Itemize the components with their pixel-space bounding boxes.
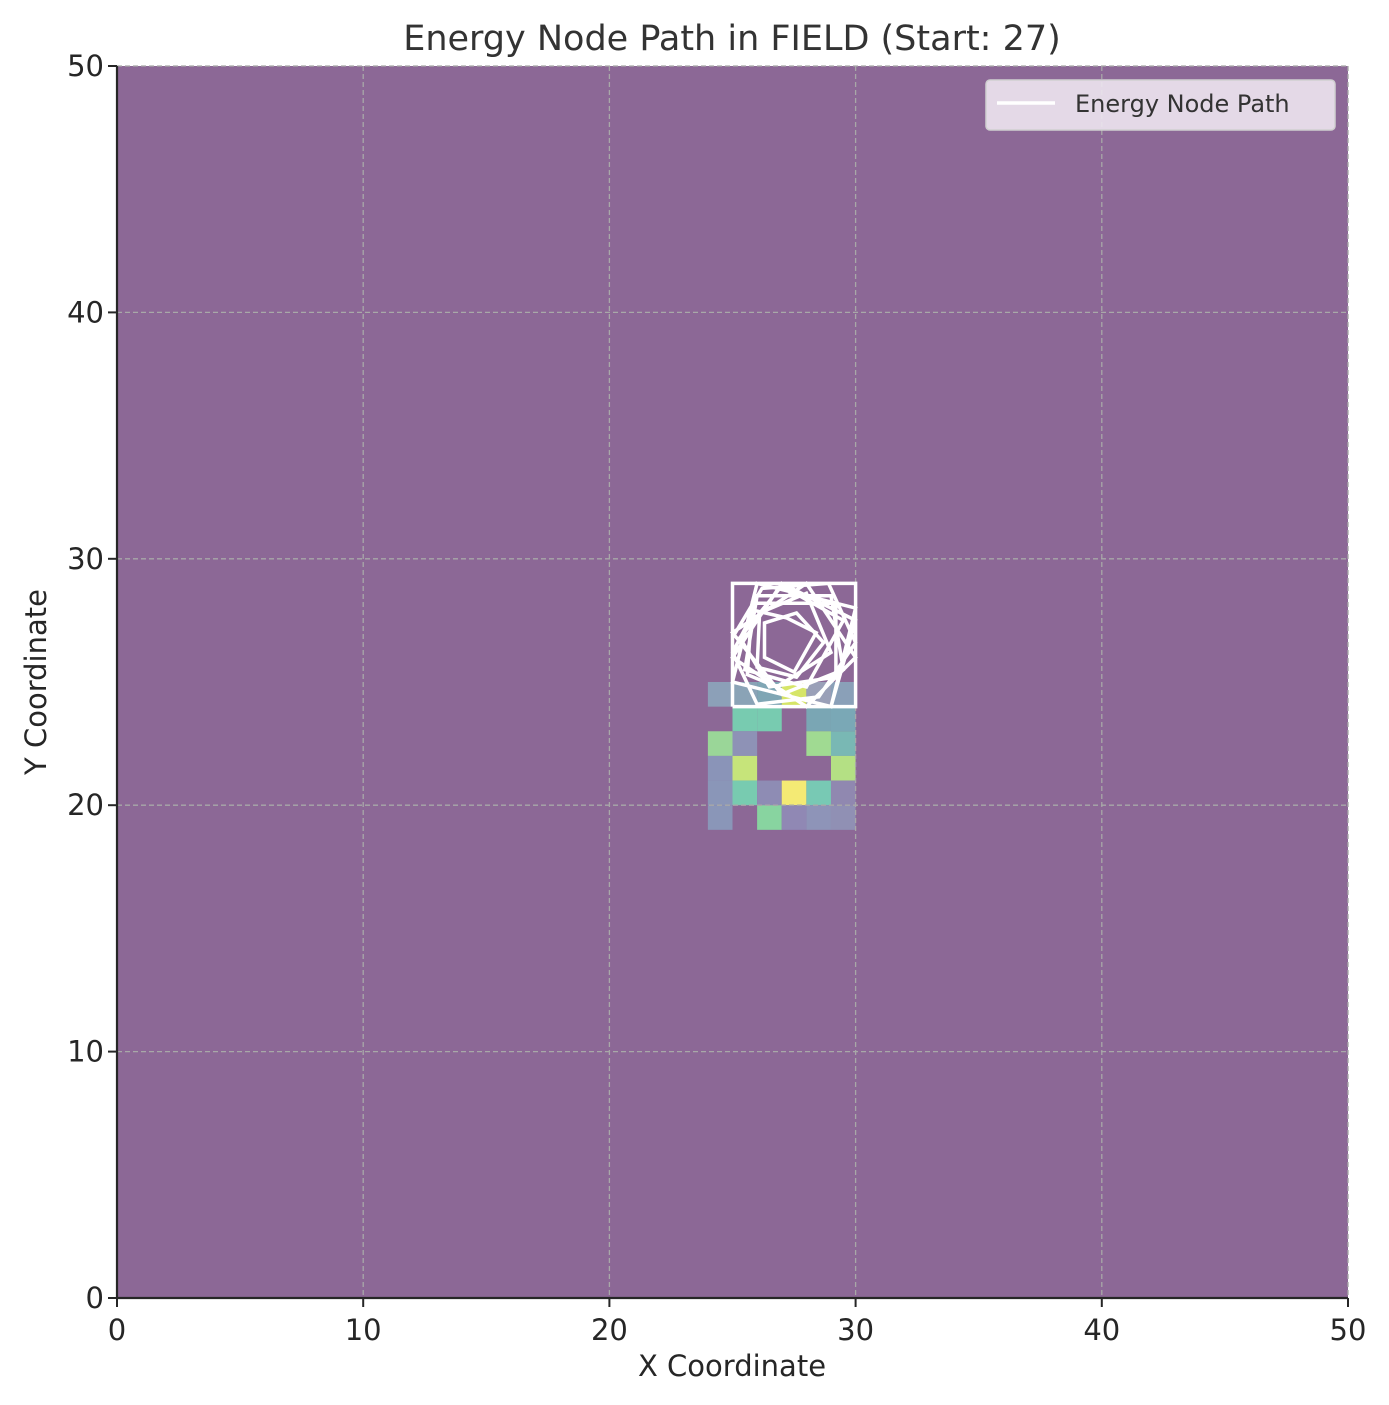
field-cell: [830, 731, 856, 756]
field-cell: [830, 780, 856, 806]
chart-title: Energy Node Path in FIELD (Start: 27): [403, 19, 1061, 59]
y-tick-label: 20: [67, 788, 104, 822]
path-series-line: [729, 580, 858, 709]
path-layer: [729, 580, 858, 709]
x-tick-label: 40: [1083, 1313, 1120, 1347]
x-tick-label: 20: [591, 1313, 628, 1347]
field-cell: [732, 780, 758, 806]
y-tick-label: 50: [67, 49, 104, 83]
field-cell: [781, 805, 807, 830]
field-cell: [806, 706, 831, 732]
legend: Energy Node Path: [985, 79, 1336, 131]
y-tick-label: 30: [67, 542, 104, 576]
field-cell: [757, 780, 782, 806]
legend-box: [985, 79, 1336, 131]
y-ticks: 0 10 20 30 40 50: [67, 49, 117, 1315]
y-axis-label: Y Coordinate: [19, 589, 53, 776]
x-tick-label: 30: [837, 1313, 874, 1347]
field-cell: [806, 805, 831, 830]
field-cell: [781, 780, 807, 806]
field-cell: [707, 682, 733, 707]
x-ticks: 0 10 20 30 40 50: [108, 1298, 1367, 1347]
field-cell: [707, 755, 733, 781]
field-cell: [830, 805, 856, 830]
legend-label: Energy Node Path: [1075, 90, 1290, 118]
field-cell: [806, 780, 831, 806]
field-cell: [757, 706, 782, 732]
x-tick-label: 0: [108, 1313, 126, 1347]
field-cell: [707, 731, 733, 756]
x-tick-label: 50: [1330, 1313, 1367, 1347]
field-cell: [707, 780, 733, 806]
field-cell: [732, 755, 758, 781]
field-cell: [707, 805, 733, 830]
field-cell: [830, 755, 856, 781]
x-tick-label: 10: [345, 1313, 382, 1347]
x-axis-label: X Coordinate: [638, 1349, 826, 1383]
y-tick-label: 0: [86, 1281, 104, 1315]
grid: [117, 65, 1349, 1298]
y-tick-label: 40: [67, 295, 104, 329]
field-cell: [757, 805, 782, 830]
field-cell: [732, 731, 758, 756]
field-cell: [830, 706, 856, 732]
y-tick-label: 10: [67, 1035, 104, 1069]
field-cell: [806, 731, 831, 756]
field-cell: [732, 706, 758, 732]
